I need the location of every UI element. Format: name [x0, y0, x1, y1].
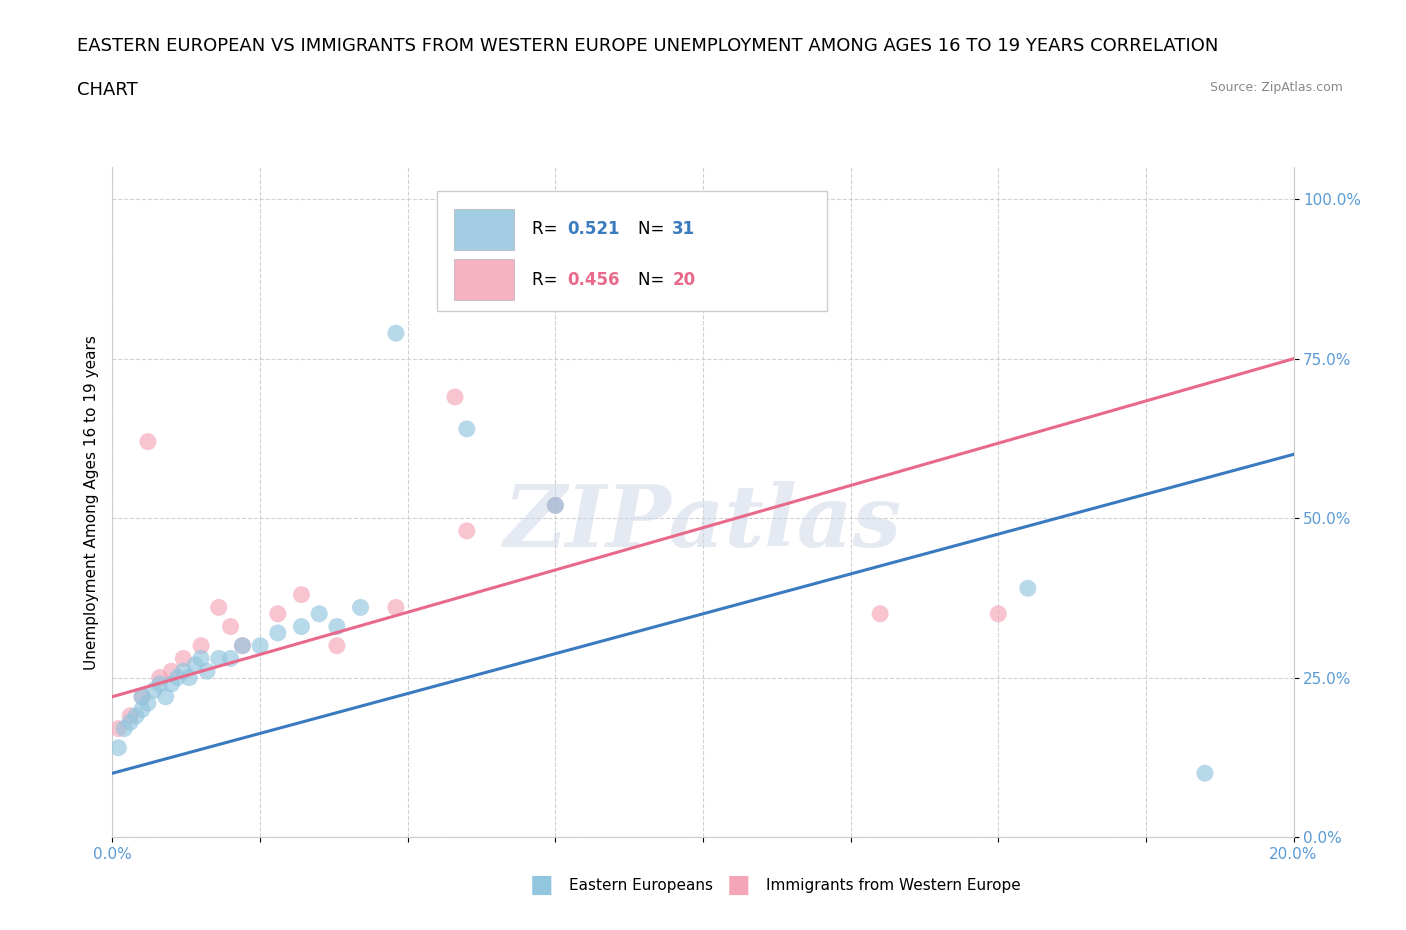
Point	[112, 721, 135, 736]
Point	[219, 619, 242, 634]
Text: N=: N=	[638, 271, 669, 289]
Point	[107, 721, 129, 736]
Point	[142, 683, 165, 698]
Point	[290, 587, 312, 602]
Point	[131, 689, 153, 704]
Text: ■: ■	[530, 873, 553, 897]
Point	[208, 651, 231, 666]
Point	[131, 689, 153, 704]
Point	[160, 676, 183, 691]
Text: ZIPatlas: ZIPatlas	[503, 481, 903, 564]
Point	[326, 638, 349, 653]
Text: ■: ■	[727, 873, 749, 897]
Point	[160, 664, 183, 679]
FancyBboxPatch shape	[437, 191, 827, 312]
Text: Immigrants from Western Europe: Immigrants from Western Europe	[766, 878, 1021, 893]
Point	[190, 638, 212, 653]
Point	[190, 651, 212, 666]
Point	[125, 709, 148, 724]
Point	[172, 651, 194, 666]
Point	[1194, 765, 1216, 780]
Text: Source: ZipAtlas.com: Source: ZipAtlas.com	[1209, 81, 1343, 94]
Point	[231, 638, 253, 653]
Point	[195, 664, 218, 679]
Point	[172, 664, 194, 679]
Point	[1017, 581, 1039, 596]
Point	[107, 740, 129, 755]
Point	[544, 498, 567, 512]
Text: 20: 20	[672, 271, 696, 289]
Text: 31: 31	[672, 220, 696, 238]
Text: R=: R=	[531, 220, 562, 238]
Point	[155, 689, 177, 704]
Point	[149, 676, 172, 691]
Point	[456, 524, 478, 538]
Point	[179, 671, 201, 685]
Point	[231, 638, 253, 653]
Point	[385, 600, 408, 615]
Point	[120, 709, 142, 724]
Point	[444, 390, 467, 405]
Point	[290, 619, 312, 634]
Y-axis label: Unemployment Among Ages 16 to 19 years: Unemployment Among Ages 16 to 19 years	[83, 335, 98, 670]
Point	[267, 626, 290, 641]
Point	[349, 600, 371, 615]
Text: CHART: CHART	[77, 81, 138, 99]
Point	[184, 658, 207, 672]
Text: 0.521: 0.521	[567, 220, 620, 238]
FancyBboxPatch shape	[454, 209, 515, 250]
Text: 0.456: 0.456	[567, 271, 620, 289]
FancyBboxPatch shape	[454, 259, 515, 300]
Point	[267, 606, 290, 621]
Point	[308, 606, 330, 621]
Point	[136, 696, 159, 711]
Point	[869, 606, 891, 621]
Point	[136, 434, 159, 449]
Point	[456, 421, 478, 436]
Text: R=: R=	[531, 271, 562, 289]
Point	[987, 606, 1010, 621]
Point	[544, 498, 567, 512]
Text: Eastern Europeans: Eastern Europeans	[569, 878, 713, 893]
Point	[219, 651, 242, 666]
Point	[326, 619, 349, 634]
Point	[131, 702, 153, 717]
Point	[385, 326, 408, 340]
Text: EASTERN EUROPEAN VS IMMIGRANTS FROM WESTERN EUROPE UNEMPLOYMENT AMONG AGES 16 TO: EASTERN EUROPEAN VS IMMIGRANTS FROM WEST…	[77, 37, 1219, 55]
Point	[166, 671, 188, 685]
Point	[249, 638, 271, 653]
Text: N=: N=	[638, 220, 669, 238]
Point	[120, 715, 142, 730]
Point	[149, 671, 172, 685]
Point	[208, 600, 231, 615]
